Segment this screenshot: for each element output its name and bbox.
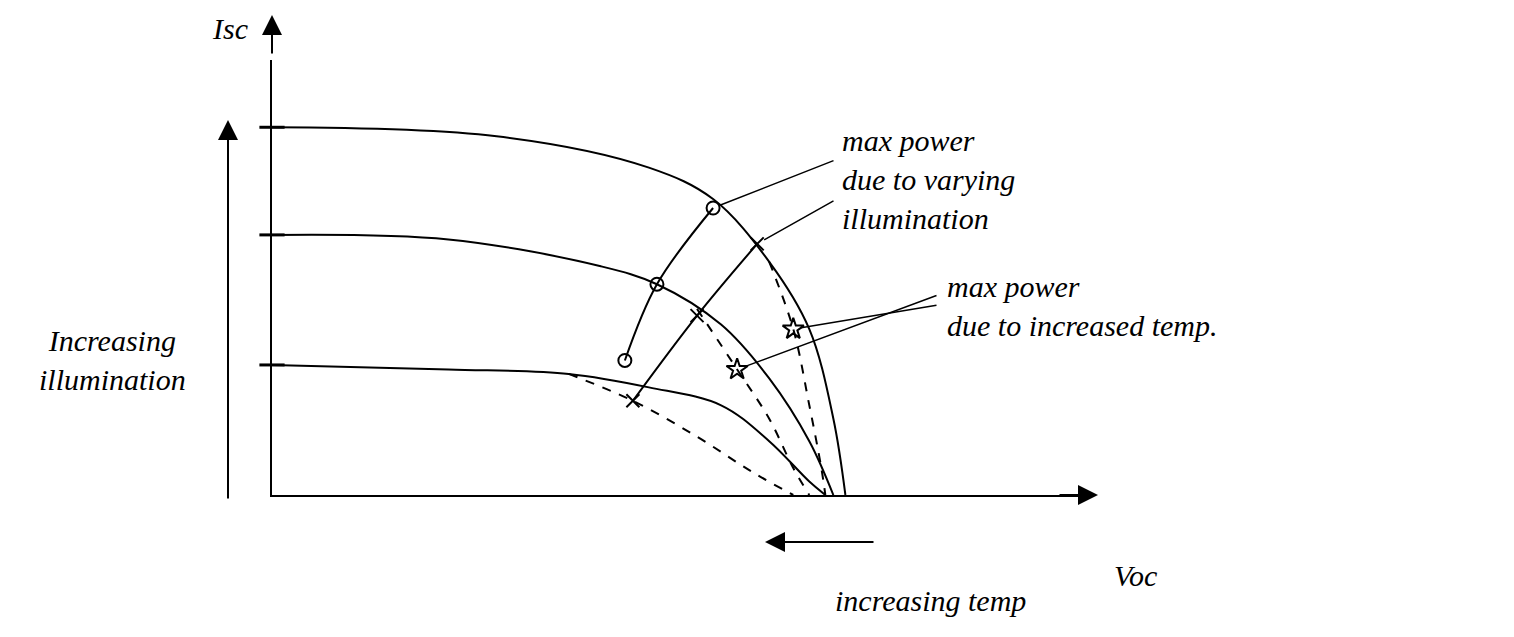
svg-text:max powerdue to varyingillumin: max powerdue to varyingillumination bbox=[842, 124, 1015, 235]
svg-text:increasing temp: increasing temp bbox=[835, 584, 1026, 617]
svg-text:Voc: Voc bbox=[1114, 559, 1157, 592]
svg-text:max powerdue to increased temp: max powerdue to increased temp. bbox=[947, 270, 1217, 342]
svg-text:Isc: Isc bbox=[212, 12, 248, 45]
svg-text:Increasingillumination: Increasingillumination bbox=[39, 324, 186, 396]
